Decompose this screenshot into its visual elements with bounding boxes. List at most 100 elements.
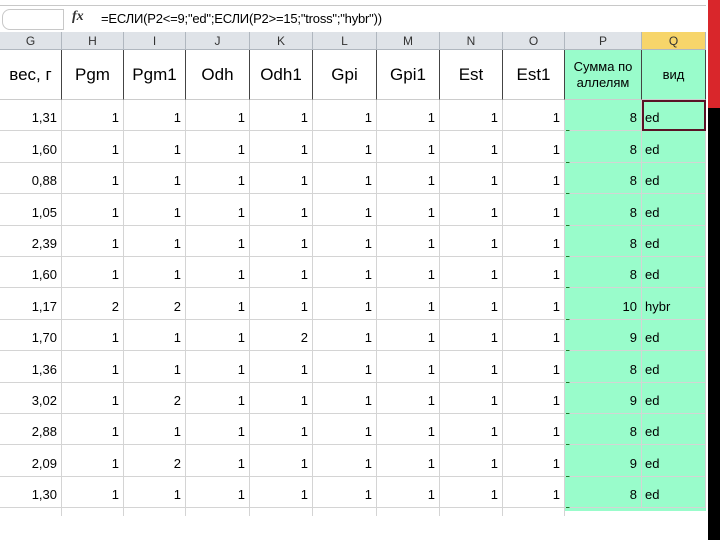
table-cell[interactable]: 1 <box>124 351 186 383</box>
table-cell[interactable]: 1 <box>186 319 250 352</box>
table-cell[interactable]: 1 <box>313 351 377 383</box>
column-header-P[interactable]: P <box>565 32 642 50</box>
table-cell[interactable]: 1 <box>377 319 440 352</box>
table-cell[interactable]: 1 <box>440 414 503 446</box>
table-cell[interactable]: 1 <box>313 445 377 477</box>
field-header[interactable]: Pgm1 <box>124 50 186 100</box>
allele-sum-cell[interactable]: 9 <box>565 319 642 355</box>
table-cell[interactable]: 1 <box>62 194 124 226</box>
table-cell[interactable]: 1 <box>124 476 186 509</box>
table-cell[interactable]: 1 <box>440 288 503 320</box>
table-cell[interactable]: 1 <box>124 194 186 226</box>
field-header[interactable]: Pgm <box>62 50 124 100</box>
table-cell[interactable]: 1 <box>503 162 565 195</box>
field-header[interactable]: вид <box>642 50 706 100</box>
table-cell[interactable]: 1 <box>313 476 377 509</box>
table-cell[interactable]: 1 <box>440 319 503 352</box>
table-cell[interactable]: 1 <box>250 194 313 226</box>
field-header[interactable]: Est1 <box>503 50 565 100</box>
table-cell[interactable]: 1 <box>124 100 186 132</box>
species-cell[interactable]: ed <box>642 414 706 446</box>
table-cell[interactable]: 1 <box>313 194 377 226</box>
table-cell[interactable]: 2 <box>124 288 186 320</box>
table-cell[interactable]: 1 <box>250 414 313 446</box>
table-cell[interactable]: 1 <box>250 476 313 509</box>
table-cell[interactable]: 1 <box>62 257 124 289</box>
table-cell[interactable]: 2 <box>62 288 124 320</box>
table-cell[interactable]: 1 <box>503 257 565 289</box>
allele-sum-cell[interactable]: 8 <box>565 100 642 135</box>
table-cell[interactable]: 1 <box>313 162 377 195</box>
column-header-J[interactable]: J <box>186 32 250 50</box>
species-cell[interactable]: ed <box>642 445 706 477</box>
table-cell[interactable]: 1 <box>186 131 250 163</box>
table-cell[interactable]: 1 <box>503 131 565 163</box>
table-cell[interactable]: 1 <box>250 257 313 289</box>
table-cell[interactable]: 1 <box>313 257 377 289</box>
allele-sum-cell[interactable]: 10 <box>565 288 642 323</box>
empty-cell[interactable] <box>250 508 313 517</box>
table-cell[interactable]: 1 <box>440 225 503 257</box>
column-header-Q[interactable]: Q <box>642 32 706 50</box>
field-header[interactable]: Odh1 <box>250 50 313 100</box>
allele-sum-cell[interactable]: 8 <box>565 162 642 198</box>
table-cell[interactable]: 1,17 <box>0 288 62 320</box>
table-cell[interactable]: 1 <box>377 288 440 320</box>
table-cell[interactable]: 1 <box>503 225 565 257</box>
table-cell[interactable]: 1 <box>250 351 313 383</box>
column-header-G[interactable]: G <box>0 32 62 50</box>
table-cell[interactable]: 1 <box>377 257 440 289</box>
name-box[interactable] <box>2 9 64 30</box>
table-cell[interactable]: 1 <box>62 351 124 383</box>
column-header-K[interactable]: K <box>250 32 313 50</box>
column-header-I[interactable]: I <box>124 32 186 50</box>
empty-cell[interactable] <box>377 508 440 517</box>
table-cell[interactable]: 1,31 <box>0 100 62 132</box>
empty-cell[interactable] <box>186 508 250 517</box>
table-cell[interactable]: 1 <box>377 100 440 132</box>
table-cell[interactable]: 1 <box>377 225 440 257</box>
table-cell[interactable]: 1 <box>313 225 377 257</box>
table-cell[interactable]: 1 <box>377 162 440 195</box>
table-cell[interactable]: 1 <box>313 414 377 446</box>
fx-icon[interactable]: fx <box>72 9 84 24</box>
table-cell[interactable]: 1 <box>377 476 440 509</box>
table-cell[interactable]: 1 <box>124 319 186 352</box>
empty-cell[interactable] <box>0 508 62 517</box>
table-cell[interactable]: 1,30 <box>0 476 62 509</box>
table-cell[interactable]: 1 <box>186 100 250 132</box>
species-cell[interactable]: ed <box>642 257 706 289</box>
table-cell[interactable]: 1 <box>62 319 124 352</box>
table-cell[interactable]: 1 <box>250 100 313 132</box>
table-cell[interactable]: 1 <box>62 414 124 446</box>
table-cell[interactable]: 1 <box>62 225 124 257</box>
empty-cell[interactable] <box>503 508 565 517</box>
table-cell[interactable]: 1 <box>62 445 124 477</box>
table-cell[interactable]: 1 <box>440 445 503 477</box>
field-header[interactable]: вес, г <box>0 50 62 100</box>
table-cell[interactable]: 1 <box>250 288 313 320</box>
field-header[interactable]: Gpi1 <box>377 50 440 100</box>
table-cell[interactable]: 1 <box>124 131 186 163</box>
table-cell[interactable]: 1 <box>186 351 250 383</box>
field-header[interactable]: Сумма по аллелям <box>565 50 642 100</box>
table-cell[interactable]: 1 <box>250 131 313 163</box>
table-cell[interactable]: 1 <box>250 225 313 257</box>
table-cell[interactable]: 1 <box>503 100 565 132</box>
table-cell[interactable]: 1 <box>440 162 503 195</box>
empty-cell[interactable] <box>440 508 503 517</box>
table-cell[interactable]: 2 <box>124 382 186 414</box>
species-cell[interactable]: hybr <box>642 288 706 320</box>
table-cell[interactable]: 1 <box>440 382 503 414</box>
table-cell[interactable]: 1 <box>62 131 124 163</box>
column-header-L[interactable]: L <box>313 32 377 50</box>
species-cell[interactable]: ed <box>642 194 706 226</box>
table-cell[interactable]: 1 <box>503 445 565 477</box>
table-cell[interactable]: 1 <box>313 288 377 320</box>
table-cell[interactable]: 1,36 <box>0 351 62 383</box>
allele-sum-cell[interactable]: 8 <box>565 194 642 229</box>
table-cell[interactable]: 0,88 <box>0 162 62 195</box>
field-header[interactable]: Est <box>440 50 503 100</box>
table-cell[interactable]: 1 <box>440 476 503 509</box>
species-cell[interactable]: ed <box>642 476 706 509</box>
